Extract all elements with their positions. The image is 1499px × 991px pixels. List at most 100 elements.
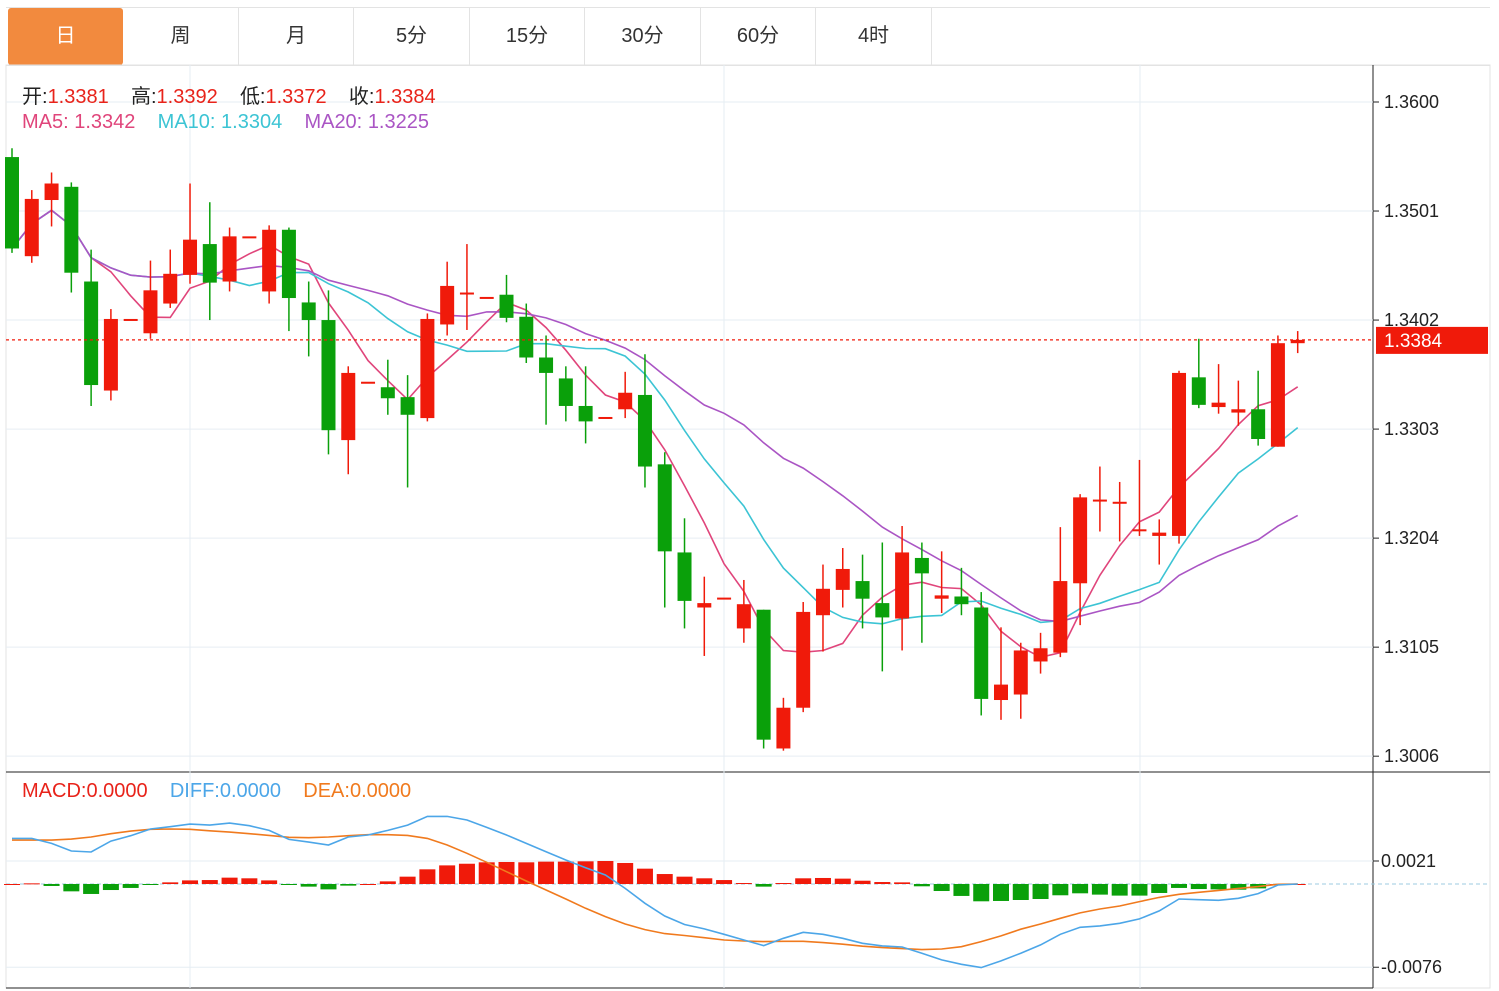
candle [103,309,118,401]
candle-body [1251,409,1266,440]
ma5-label: MA5: [22,111,69,133]
candle [657,452,672,608]
macd-bar [261,880,278,884]
tab-3[interactable]: 5分 [355,8,470,65]
y-tick-label: 1.3204 [1384,528,1439,548]
candle [914,542,929,643]
macd-bar [241,878,258,884]
diff-label: DIFF: [169,780,220,802]
macd-bar [201,880,218,884]
macd-bar [617,862,634,884]
close-value: 1.3384 [374,86,436,108]
candle [855,554,870,629]
candle [1132,459,1147,536]
macd-y-tick-label: -0.0076 [1381,957,1442,977]
candle-body [222,236,237,282]
candle-body [143,290,158,334]
candle-body [1231,409,1246,413]
macd-bar [775,883,792,885]
macd-bar [320,884,337,890]
tab-5[interactable]: 30分 [586,8,701,65]
candle [420,313,435,422]
macd-bar [696,878,713,884]
macd-bar [933,884,950,892]
macd-bar [1032,884,1049,900]
candle [677,518,692,629]
candle [974,592,989,716]
candle-body [558,378,573,406]
candle [637,354,652,488]
candle [796,602,811,713]
tab-6[interactable]: 60分 [701,8,816,65]
candle-body [242,236,257,239]
macd-bar [23,883,40,885]
candle-body [1053,581,1068,653]
candle-body [637,394,652,467]
candle [262,225,277,304]
macd-bar [894,882,911,884]
macd-bar [993,884,1009,901]
candle [1053,527,1068,658]
candle-body [163,273,178,304]
open-value: 1.3381 [47,86,109,108]
candle-body [1191,377,1206,405]
last-price-badge [1376,326,1488,354]
macd-bar [1210,884,1227,890]
macd-bar [221,877,238,884]
candle-body [440,285,455,325]
candle-body [1270,343,1285,447]
candle-body [1073,497,1088,584]
candle [519,303,534,364]
candle-body [262,229,277,292]
ma20-value: 1.3225 [367,111,429,133]
candle-body [835,568,850,590]
macd-bar [1230,884,1247,890]
tab-7[interactable]: 4时 [817,8,932,65]
candle-body [974,607,989,699]
candle-body [1033,648,1048,662]
macd-bar [439,865,456,884]
candle [64,182,79,293]
macd-bar [814,877,831,884]
macd-bar [716,880,733,884]
candle-body [301,302,316,321]
candle [1152,519,1167,565]
macd-y-tick-label: 0.0021 [1381,851,1436,871]
macd-bar [43,884,60,886]
tab-4[interactable]: 15分 [470,8,585,65]
macd-bar [4,884,20,885]
macd-bar [360,884,377,885]
dea-label: DEA: [303,780,350,802]
candle [815,564,830,652]
tab-0[interactable]: 日 [8,8,123,65]
candle [994,627,1008,720]
candle [717,597,732,600]
macd-header: MACD:0.0000 DIFF:0.0000 DEA:0.0000 [22,780,411,803]
macd-bar [1072,884,1089,894]
candle [163,249,178,308]
macd-bar [300,884,317,887]
tab-2[interactable]: 月 [239,8,354,65]
tab-1[interactable]: 周 [124,8,239,65]
ma10-value: 1.3304 [221,111,283,133]
candle-body [361,381,376,384]
macd-bar [656,874,673,884]
candle [123,318,138,321]
macd-bar [557,861,574,884]
candle-body [598,416,613,419]
macd-bar [162,882,179,884]
candle-body [1290,339,1305,344]
candle-body [618,392,633,410]
macd-bar [379,881,396,884]
candle-body [776,707,791,749]
candle-body [1211,402,1226,408]
candle-body [479,296,494,299]
candle-body [84,281,99,386]
macd-bar [498,861,515,884]
candle [1172,370,1187,544]
candle-body [875,603,890,618]
candle-body [895,552,910,619]
candle [361,381,376,384]
macd-bar [795,878,812,884]
